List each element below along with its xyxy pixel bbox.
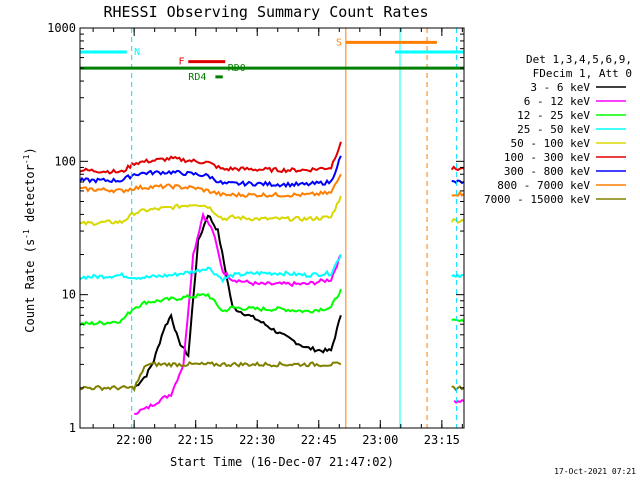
- x-tick-label-6: 23:15: [424, 433, 460, 447]
- series-line-2-2: [453, 399, 465, 404]
- series-9: [79, 360, 465, 393]
- x-tick-label-2: 22:15: [178, 433, 214, 447]
- plot-frame: 22:00 22:15 22:30 22:45 23:00 23:15 1 10 100 1000: [47, 21, 465, 447]
- series-5: [79, 195, 465, 227]
- series-line-1-1: [133, 214, 342, 389]
- series-line-5-2: [450, 218, 465, 224]
- y-tick-label-2: 10: [62, 288, 76, 302]
- series-line-3-1: [79, 288, 342, 327]
- legend-entry-1: 3 - 6 keV: [530, 81, 590, 94]
- series-line-4-2: [451, 273, 465, 279]
- series-line-7-1: [79, 155, 342, 189]
- series-4: [79, 254, 465, 284]
- y-tick-label-1: 1: [69, 421, 76, 435]
- x-tick-label-5: 23:00: [362, 433, 398, 447]
- saa-interval-label-1: S: [336, 37, 342, 48]
- x-tick-label-1: 22:00: [116, 433, 152, 447]
- legend-entry-4: 25 - 50 keV: [517, 123, 590, 136]
- series-1: [133, 214, 342, 389]
- data-layer: N S F RD0 RD4: [79, 28, 465, 428]
- decimation-marker-label-1: RD0: [228, 63, 246, 74]
- x-axis-label: Start Time (16-Dec-07 21:47:02): [170, 455, 394, 469]
- svg-text:Count Rate (s-1 detector-1): Count Rate (s-1 detector-1): [22, 147, 37, 332]
- night-interval-label-1: N: [134, 47, 140, 58]
- legend-entry-7: 300 - 800 keV: [504, 165, 590, 178]
- x-tick-label-3: 22:30: [239, 433, 275, 447]
- legend-entry-3: 12 - 25 keV: [517, 109, 590, 122]
- series-line-7-2: [451, 179, 465, 185]
- series-6: [79, 141, 465, 175]
- decimation-marker-label-2: RD4: [188, 72, 206, 83]
- legend-entry-2: 6 - 12 keV: [524, 95, 591, 108]
- series-8: [79, 173, 465, 199]
- flare-interval-label-1: F: [178, 57, 184, 68]
- series-line-3-2: [451, 318, 465, 323]
- legend-entry-8: 800 - 7000 keV: [497, 179, 590, 192]
- y-axis-label: Count Rate (s-1 detector-1): [22, 147, 37, 332]
- series-3: [79, 288, 465, 327]
- legend-entry-9: 7000 - 15000 keV: [484, 193, 590, 206]
- plot-border: [79, 27, 465, 429]
- series-2: [134, 211, 465, 416]
- y-tick-label-4: 1000: [47, 21, 76, 35]
- x-tick-label-4: 22:45: [301, 433, 337, 447]
- series-line-5-1: [79, 195, 342, 227]
- chart-title: RHESSI Observing Summary Count Rates: [103, 3, 428, 21]
- y-tick-label-3: 100: [54, 154, 76, 168]
- series-line-2-1: [134, 211, 342, 416]
- series-line-8-2: [451, 190, 465, 197]
- series-line-4-1: [79, 254, 342, 284]
- legend-title-detectors: Det 1,3,4,5,6,9,: [526, 53, 632, 66]
- series-7: [79, 155, 465, 189]
- legend-title-decimation: FDecim 1, Att 0: [533, 67, 632, 80]
- legend-entry-6: 100 - 300 keV: [504, 151, 590, 164]
- series-line-9-2: [451, 385, 465, 392]
- legend-entry-5: 50 - 100 keV: [511, 137, 591, 150]
- timestamp-stamp: 17-Oct-2021 07:21: [554, 467, 636, 476]
- series-line-9-1: [79, 360, 342, 393]
- series-line-8-1: [79, 173, 342, 199]
- series-line-6-1: [79, 141, 342, 175]
